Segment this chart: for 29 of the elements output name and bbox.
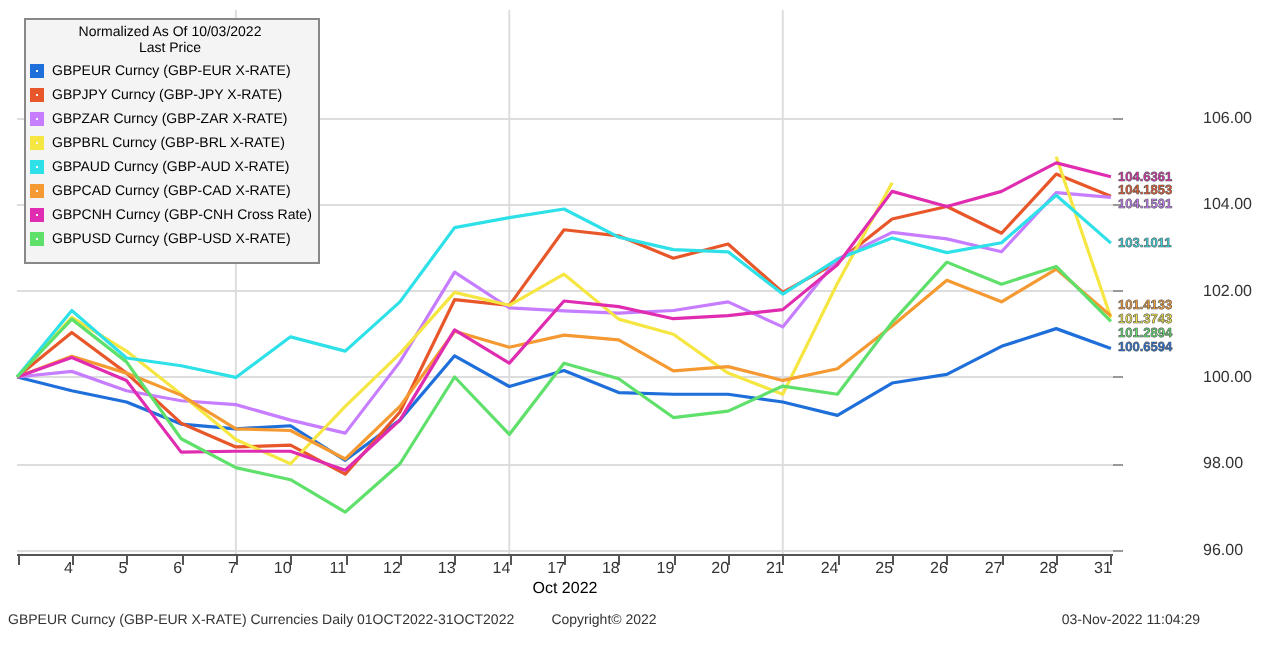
x-tick-label: 26 xyxy=(930,559,949,577)
x-tick-label: 12 xyxy=(383,559,403,577)
x-axis-title: Oct 2022 xyxy=(532,579,599,597)
x-tick-label: 6 xyxy=(173,559,184,577)
x-tick-label: 10 xyxy=(273,559,293,577)
y-tick-label: 106.00 xyxy=(1203,108,1254,127)
x-tick-label: 21 xyxy=(765,559,785,577)
line-series xyxy=(15,260,1113,514)
x-tick-label: 28 xyxy=(1039,559,1059,577)
y-tick-label: 98.00 xyxy=(1203,454,1245,473)
x-tick-label: 24 xyxy=(820,559,840,577)
y-tick-label: 96.00 xyxy=(1203,540,1245,559)
x-tick-label: 31 xyxy=(1094,559,1113,577)
x-tick-label: 25 xyxy=(875,559,895,577)
x-tick-label: 27 xyxy=(984,559,1004,577)
x-tick-label: 11 xyxy=(329,559,348,577)
x-tick-label: 4 xyxy=(63,559,74,577)
x-tick-label: 14 xyxy=(492,559,512,577)
y-tick-label: 100.00 xyxy=(1203,367,1254,386)
x-tick-label: 7 xyxy=(227,559,238,577)
line-series xyxy=(15,327,1113,462)
x-tick-label: 20 xyxy=(711,559,731,577)
x-tick-label: 5 xyxy=(118,559,129,577)
x-tick-label: 19 xyxy=(656,559,676,577)
y-tick-label: 102.00 xyxy=(1203,281,1254,300)
x-tick-label: 17 xyxy=(547,559,567,577)
y-tick-label: 104.00 xyxy=(1203,195,1254,214)
x-tick-label: 13 xyxy=(437,559,457,577)
x-tick-label: 18 xyxy=(601,559,621,577)
